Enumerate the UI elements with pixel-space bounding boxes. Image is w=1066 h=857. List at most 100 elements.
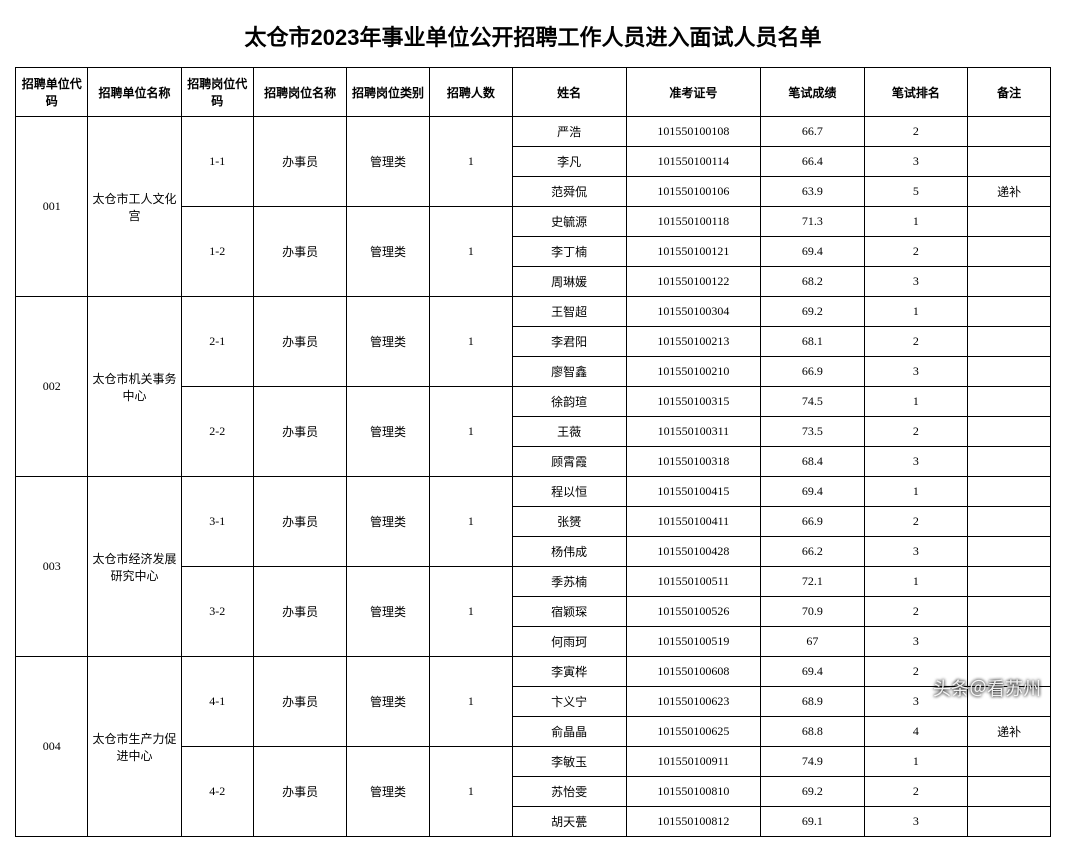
- cell-rank: 2: [864, 657, 968, 687]
- interview-list-table: 招聘单位代码 招聘单位名称 招聘岗位代码 招聘岗位名称 招聘岗位类别 招聘人数 …: [15, 67, 1051, 837]
- cell-name: 顾霄霞: [512, 447, 626, 477]
- cell-ticket: 101550100812: [626, 807, 761, 837]
- cell-count: 1: [429, 567, 512, 657]
- header-pos-type: 招聘岗位类别: [347, 68, 430, 117]
- table-row: 003太仓市经济发展研究中心3-1办事员管理类1程以恒1015501004156…: [16, 477, 1051, 507]
- cell-score: 68.4: [761, 447, 865, 477]
- header-name: 姓名: [512, 68, 626, 117]
- cell-pos-type: 管理类: [347, 387, 430, 477]
- cell-ticket: 101550100608: [626, 657, 761, 687]
- cell-score: 69.2: [761, 297, 865, 327]
- cell-remark: [968, 657, 1051, 687]
- cell-rank: 3: [864, 267, 968, 297]
- cell-score: 68.1: [761, 327, 865, 357]
- cell-ticket: 101550100428: [626, 537, 761, 567]
- cell-ticket: 101550100411: [626, 507, 761, 537]
- cell-pos-type: 管理类: [347, 117, 430, 207]
- cell-pos-name: 办事员: [254, 297, 347, 387]
- cell-unit-code: 002: [16, 297, 88, 477]
- cell-ticket: 101550100213: [626, 327, 761, 357]
- cell-pos-name: 办事员: [254, 747, 347, 837]
- cell-pos-type: 管理类: [347, 207, 430, 297]
- cell-rank: 3: [864, 627, 968, 657]
- cell-rank: 1: [864, 747, 968, 777]
- cell-count: 1: [429, 117, 512, 207]
- cell-pos-code: 1-2: [181, 207, 253, 297]
- cell-rank: 2: [864, 597, 968, 627]
- cell-score: 69.4: [761, 657, 865, 687]
- cell-ticket: 101550100519: [626, 627, 761, 657]
- cell-ticket: 101550100210: [626, 357, 761, 387]
- cell-rank: 2: [864, 237, 968, 267]
- cell-remark: [968, 747, 1051, 777]
- cell-rank: 4: [864, 717, 968, 747]
- cell-score: 66.7: [761, 117, 865, 147]
- cell-score: 66.9: [761, 357, 865, 387]
- cell-score: 73.5: [761, 417, 865, 447]
- cell-remark: [968, 687, 1051, 717]
- cell-count: 1: [429, 297, 512, 387]
- cell-pos-name: 办事员: [254, 567, 347, 657]
- cell-name: 李敏玉: [512, 747, 626, 777]
- cell-remark: [968, 537, 1051, 567]
- cell-score: 74.5: [761, 387, 865, 417]
- cell-score: 69.4: [761, 237, 865, 267]
- cell-rank: 2: [864, 117, 968, 147]
- header-count: 招聘人数: [429, 68, 512, 117]
- cell-count: 1: [429, 477, 512, 567]
- table-row: 004太仓市生产力促进中心4-1办事员管理类1李寅桦10155010060869…: [16, 657, 1051, 687]
- cell-score: 69.2: [761, 777, 865, 807]
- cell-unit-code: 003: [16, 477, 88, 657]
- cell-rank: 1: [864, 567, 968, 597]
- cell-rank: 2: [864, 327, 968, 357]
- cell-remark: [968, 117, 1051, 147]
- cell-rank: 3: [864, 537, 968, 567]
- cell-count: 1: [429, 207, 512, 297]
- cell-remark: [968, 327, 1051, 357]
- cell-score: 68.8: [761, 717, 865, 747]
- cell-name: 廖智鑫: [512, 357, 626, 387]
- page-title: 太仓市2023年事业单位公开招聘工作人员进入面试人员名单: [15, 20, 1051, 52]
- cell-score: 66.2: [761, 537, 865, 567]
- cell-remark: [968, 417, 1051, 447]
- cell-ticket: 101550100526: [626, 597, 761, 627]
- cell-ticket: 101550100118: [626, 207, 761, 237]
- cell-rank: 3: [864, 447, 968, 477]
- cell-score: 70.9: [761, 597, 865, 627]
- cell-pos-name: 办事员: [254, 657, 347, 747]
- cell-score: 66.9: [761, 507, 865, 537]
- cell-name: 俞晶晶: [512, 717, 626, 747]
- cell-rank: 3: [864, 687, 968, 717]
- cell-pos-type: 管理类: [347, 657, 430, 747]
- cell-name: 张赟: [512, 507, 626, 537]
- cell-ticket: 101550100318: [626, 447, 761, 477]
- cell-remark: [968, 267, 1051, 297]
- cell-ticket: 101550100315: [626, 387, 761, 417]
- cell-remark: 递补: [968, 717, 1051, 747]
- cell-name: 卞义宁: [512, 687, 626, 717]
- cell-remark: [968, 807, 1051, 837]
- cell-name: 季苏楠: [512, 567, 626, 597]
- header-score: 笔试成绩: [761, 68, 865, 117]
- cell-name: 徐韵瑄: [512, 387, 626, 417]
- cell-rank: 1: [864, 387, 968, 417]
- cell-count: 1: [429, 657, 512, 747]
- cell-ticket: 101550100415: [626, 477, 761, 507]
- cell-unit-name: 太仓市机关事务中心: [88, 297, 181, 477]
- cell-rank: 2: [864, 777, 968, 807]
- cell-score: 66.4: [761, 147, 865, 177]
- cell-name: 李君阳: [512, 327, 626, 357]
- cell-remark: [968, 237, 1051, 267]
- cell-count: 1: [429, 747, 512, 837]
- cell-ticket: 101550100114: [626, 147, 761, 177]
- cell-pos-code: 4-1: [181, 657, 253, 747]
- cell-pos-code: 3-1: [181, 477, 253, 567]
- cell-score: 68.2: [761, 267, 865, 297]
- header-ticket: 准考证号: [626, 68, 761, 117]
- cell-pos-type: 管理类: [347, 567, 430, 657]
- cell-unit-name: 太仓市工人文化宫: [88, 117, 181, 297]
- header-unit-code: 招聘单位代码: [16, 68, 88, 117]
- cell-pos-type: 管理类: [347, 477, 430, 567]
- cell-ticket: 101550100106: [626, 177, 761, 207]
- cell-name: 何雨珂: [512, 627, 626, 657]
